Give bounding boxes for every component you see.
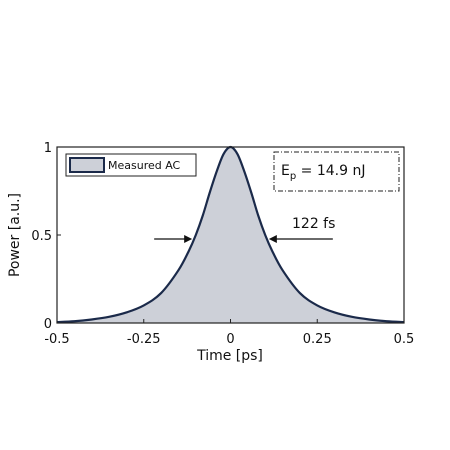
fwhm-arrow-right-head: [268, 235, 277, 243]
x-axis-label: Time [ps]: [196, 348, 263, 364]
fwhm-annotation: [154, 235, 333, 243]
legend-swatch: [69, 157, 105, 173]
energy-label: Ep = 14.9 nJ: [281, 163, 365, 182]
x-tick-label: -0.25: [127, 332, 161, 347]
y-tick-label: 0: [44, 317, 52, 332]
y-axis-label: Power [a.u.]: [7, 193, 23, 277]
legend-entry: Measured AC: [108, 159, 181, 172]
energy-box: [273, 151, 400, 192]
y-tick-label: 1: [44, 141, 52, 156]
fwhm-arrow-left-head: [184, 235, 193, 243]
tick-layer: -0.5 -0.25 0 0.25 0.5 0 0.5 1: [31, 141, 414, 347]
y-tick-label: 0.5: [31, 229, 52, 244]
energy-subscript: p: [290, 171, 296, 182]
energy-annotation: Ep = 14.9 nJ: [273, 151, 400, 192]
x-tick-label: 0.25: [303, 332, 332, 347]
legend: Measured AC: [65, 153, 197, 177]
x-tick-label: 0.5: [394, 332, 415, 347]
fwhm-label: 122 fs: [292, 216, 335, 232]
energy-main: E: [281, 163, 290, 179]
x-tick-label: 0: [226, 332, 234, 347]
x-tick-label: -0.5: [44, 332, 69, 347]
energy-value: = 14.9 nJ: [296, 163, 365, 179]
series-area-0: [57, 147, 404, 323]
